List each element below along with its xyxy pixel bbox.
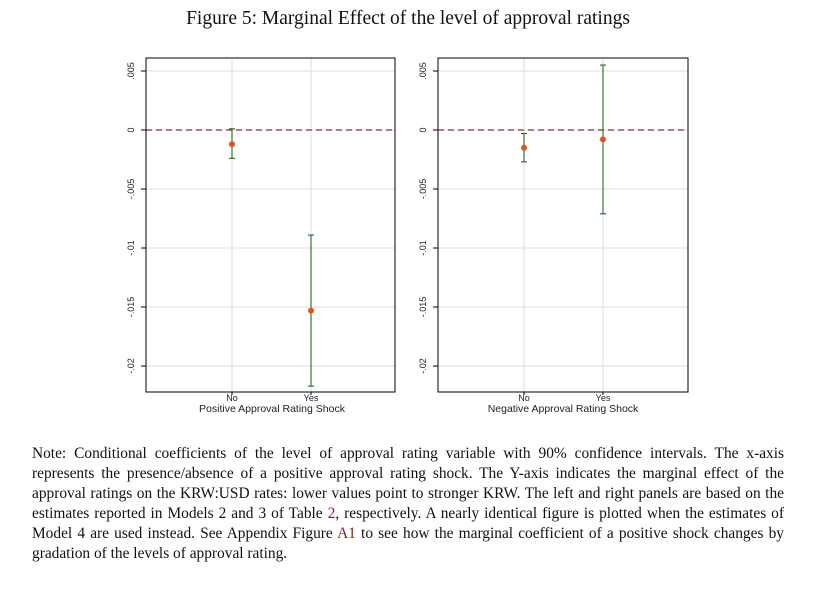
point-estimate — [308, 307, 314, 314]
y-tick-label: .005 — [418, 62, 428, 80]
x-axis-title: Positive Approval Rating Shock — [199, 403, 346, 415]
table-reference-link[interactable]: 2 — [327, 505, 336, 522]
y-tick-label: -.01 — [126, 240, 136, 256]
figure-title: Figure 5: Marginal Effect of the level o… — [186, 8, 630, 29]
y-tick-label: -.01 — [418, 240, 428, 256]
y-tick-label: -.005 — [418, 179, 428, 200]
y-tick-label: -.02 — [126, 358, 136, 374]
y-tick-label: -.015 — [126, 297, 136, 318]
note-text-2: , respectively. A nearly identical figur… — [32, 505, 784, 542]
y-tick-label: -.02 — [418, 358, 428, 374]
plot-frame — [145, 57, 396, 393]
x-axis-title: Negative Approval Rating Shock — [488, 403, 639, 415]
x-tick-label: No — [226, 393, 238, 403]
figure-note: Note: Conditional coefficients of the le… — [32, 444, 784, 564]
y-tick-label: -.005 — [126, 179, 136, 200]
y-tick-label: 0 — [126, 127, 136, 132]
x-tick-label: Yes — [304, 393, 319, 403]
x-tick-label: Yes — [596, 393, 611, 403]
note-text-3: to see how the marginal coefficient of a… — [32, 525, 784, 562]
note-text-1: Note: Conditional coefficients of the le… — [32, 445, 784, 522]
point-estimate — [600, 136, 606, 143]
point-estimate — [521, 144, 527, 151]
y-tick-label: -.015 — [418, 297, 428, 318]
y-tick-label: 0 — [418, 127, 428, 132]
appendix-figure-link[interactable]: A1 — [337, 525, 356, 542]
y-tick-label: .005 — [126, 62, 136, 80]
x-tick-label: No — [518, 393, 530, 403]
plot-frame — [437, 57, 689, 393]
point-estimate — [229, 141, 235, 148]
